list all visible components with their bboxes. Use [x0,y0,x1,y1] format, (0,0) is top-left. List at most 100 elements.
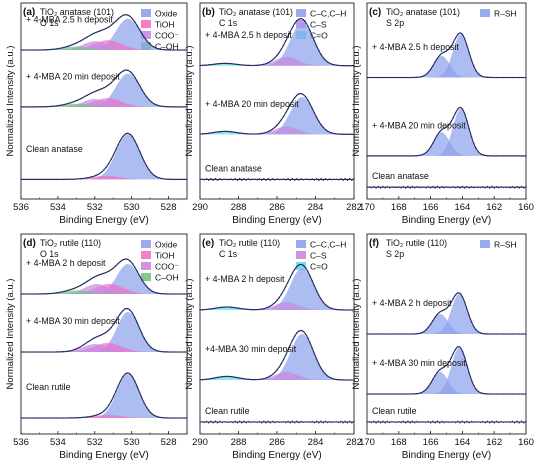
data-point [98,172,101,175]
data-point [105,271,108,274]
data-point [227,130,230,133]
data-point [504,155,507,157]
data-point [293,179,296,181]
data-point [388,155,391,157]
data-point [516,76,518,79]
data-point [203,132,206,135]
data-point [404,333,407,335]
data-point [486,154,489,157]
data-point [265,131,267,134]
data-point [36,106,39,108]
data-point [416,154,418,157]
panel-subtitle: S 2p [386,249,404,259]
legend-entry: C–OH [155,273,179,283]
data-point [432,65,434,67]
data-point [74,417,77,419]
data-point [260,179,263,181]
fit-component [367,372,526,394]
data-point [504,76,507,79]
data-point [43,178,46,181]
data-point [452,420,455,423]
data-point [311,347,313,349]
data-point [520,333,523,335]
data-point [382,420,384,422]
data-point [136,24,138,27]
data-point [324,373,327,375]
data-point [461,33,464,36]
data-point [32,351,34,353]
data-point [427,420,430,423]
data-point [298,93,300,95]
data-point [89,339,91,342]
data-point [507,186,509,188]
data-point [29,178,32,181]
data-point [296,265,298,268]
data-point [438,54,441,57]
data-point [62,350,65,353]
data-point [214,420,217,422]
data-point [448,305,450,307]
data-point [448,48,450,50]
data-point [311,34,313,37]
data-point [249,133,252,135]
fit-component [200,307,354,310]
data-point [445,50,448,52]
data-point [210,132,212,134]
data-point [278,178,280,181]
data-point [199,379,201,381]
data-point [60,178,63,181]
data-point [346,64,349,67]
data-point [482,392,484,395]
data-point [238,63,241,66]
data-point [488,187,491,189]
data-point [172,178,174,181]
data-point [43,105,46,108]
data-point [41,351,44,353]
data-point [337,421,340,424]
data-point [513,187,516,189]
data-point [418,76,420,78]
data-point [318,49,320,52]
data-point [214,63,217,65]
data-point [400,155,402,157]
data-point [208,308,210,310]
data-point [386,155,389,157]
data-point [280,362,283,365]
data-point [318,422,320,424]
trace: + 4-MBA 20 min deposit [199,92,355,136]
data-point [307,178,309,181]
x-axis-label: Binding Energy (eV) [402,215,492,226]
fit-component [21,284,187,294]
data-point [110,82,112,84]
data-point [221,375,223,378]
data-point [22,106,25,108]
data-point [67,289,70,292]
data-point [67,102,70,105]
data-point [470,59,473,61]
data-point [214,377,217,379]
data-point [293,335,296,338]
data-point [103,332,105,335]
data-point [201,64,203,67]
data-point [247,420,250,423]
data-point [407,76,409,79]
x-tick-label: 534 [50,202,66,213]
data-point [112,323,115,326]
data-point [91,33,93,35]
data-point [60,104,63,106]
legend-entry: C–C,C–H [310,9,346,19]
data-point [409,422,411,424]
data-point [216,307,219,309]
data-point [407,155,409,157]
data-point [84,95,86,98]
data-point [468,52,470,54]
data-point [429,323,432,325]
data-point [346,379,349,381]
data-point [525,333,527,335]
data-point [216,63,219,65]
data-point [254,178,256,181]
data-point [46,105,48,108]
data-point [373,185,375,188]
data-point [145,285,148,288]
panel-e: 290 288 286 284 282 Binding Energy (eV) Normal… [184,233,362,461]
